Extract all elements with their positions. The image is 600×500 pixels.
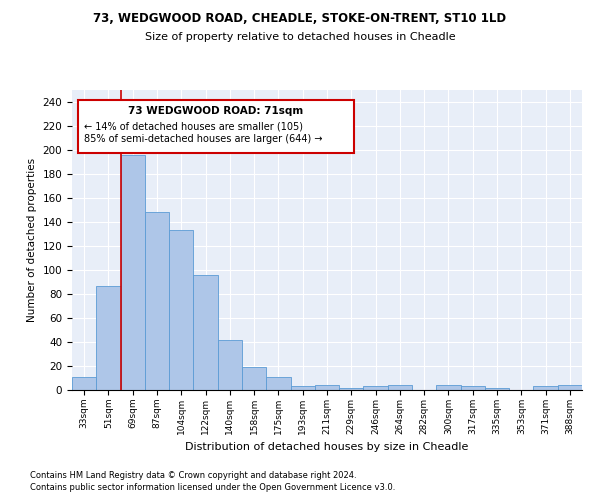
Bar	[242, 367, 266, 390]
Bar	[266, 377, 290, 390]
X-axis label: Distribution of detached houses by size in Cheadle: Distribution of detached houses by size …	[185, 442, 469, 452]
Bar	[339, 388, 364, 390]
Bar	[315, 385, 339, 390]
Text: 73 WEDGWOOD ROAD: 71sqm: 73 WEDGWOOD ROAD: 71sqm	[128, 106, 304, 116]
Bar	[218, 340, 242, 390]
Bar	[461, 386, 485, 390]
Text: ← 14% of detached houses are smaller (105): ← 14% of detached houses are smaller (10…	[84, 121, 303, 131]
Text: 85% of semi-detached houses are larger (644) →: 85% of semi-detached houses are larger (…	[84, 134, 323, 144]
Bar	[388, 385, 412, 390]
Bar	[72, 377, 96, 390]
Bar	[290, 386, 315, 390]
Text: 73, WEDGWOOD ROAD, CHEADLE, STOKE-ON-TRENT, ST10 1LD: 73, WEDGWOOD ROAD, CHEADLE, STOKE-ON-TRE…	[94, 12, 506, 26]
Bar	[558, 385, 582, 390]
Bar	[121, 155, 145, 390]
Text: Contains HM Land Registry data © Crown copyright and database right 2024.: Contains HM Land Registry data © Crown c…	[30, 471, 356, 480]
Bar	[145, 212, 169, 390]
Y-axis label: Number of detached properties: Number of detached properties	[27, 158, 37, 322]
Text: Size of property relative to detached houses in Cheadle: Size of property relative to detached ho…	[145, 32, 455, 42]
Bar	[193, 275, 218, 390]
Bar	[169, 230, 193, 390]
Bar	[533, 386, 558, 390]
Bar	[485, 388, 509, 390]
Bar	[436, 385, 461, 390]
Bar	[96, 286, 121, 390]
Bar	[364, 386, 388, 390]
Text: Contains public sector information licensed under the Open Government Licence v3: Contains public sector information licen…	[30, 484, 395, 492]
